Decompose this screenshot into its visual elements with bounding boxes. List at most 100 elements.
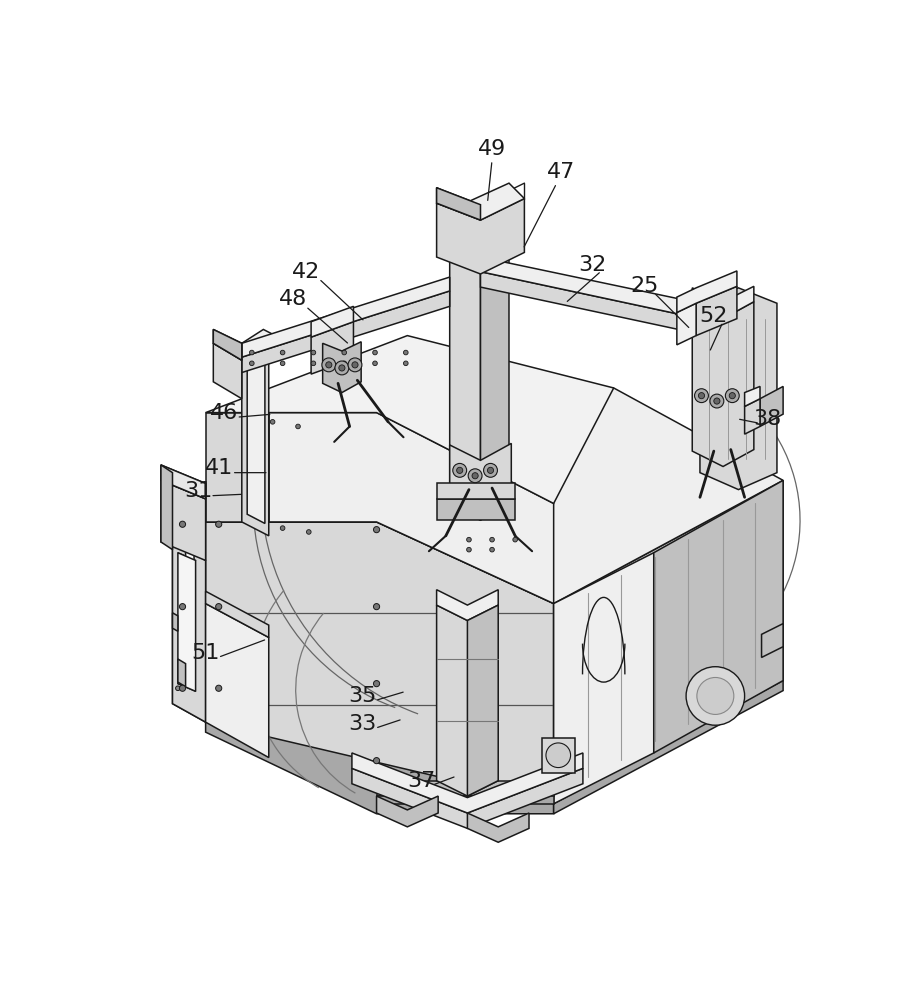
Polygon shape <box>677 271 737 312</box>
Text: 25: 25 <box>630 276 659 296</box>
Text: 49: 49 <box>478 139 506 159</box>
Polygon shape <box>213 329 242 360</box>
Polygon shape <box>481 257 700 319</box>
Polygon shape <box>653 480 783 753</box>
Polygon shape <box>213 329 242 360</box>
Polygon shape <box>242 329 291 357</box>
Circle shape <box>311 350 316 355</box>
Circle shape <box>280 361 285 366</box>
Text: 48: 48 <box>279 289 308 309</box>
Polygon shape <box>183 514 195 699</box>
Polygon shape <box>242 277 450 357</box>
Polygon shape <box>161 465 205 499</box>
Polygon shape <box>205 604 269 758</box>
Polygon shape <box>205 503 376 522</box>
Polygon shape <box>173 613 178 631</box>
Polygon shape <box>352 753 583 813</box>
Polygon shape <box>760 386 783 426</box>
Text: 41: 41 <box>205 458 234 478</box>
Circle shape <box>490 537 494 542</box>
Circle shape <box>466 537 472 542</box>
Polygon shape <box>761 624 783 657</box>
Polygon shape <box>744 386 760 406</box>
Circle shape <box>725 389 739 403</box>
Circle shape <box>472 473 478 479</box>
Polygon shape <box>376 796 438 827</box>
Circle shape <box>468 469 482 483</box>
Polygon shape <box>205 591 269 637</box>
Circle shape <box>710 394 724 408</box>
Polygon shape <box>205 336 614 503</box>
Polygon shape <box>744 399 760 434</box>
Polygon shape <box>161 480 205 560</box>
Polygon shape <box>242 291 450 373</box>
Polygon shape <box>161 465 205 499</box>
Polygon shape <box>554 480 783 804</box>
Polygon shape <box>450 255 481 520</box>
Text: 47: 47 <box>547 162 575 182</box>
Circle shape <box>374 758 380 764</box>
Circle shape <box>483 463 498 477</box>
Text: 51: 51 <box>192 643 220 663</box>
Circle shape <box>249 361 254 366</box>
Circle shape <box>176 686 180 691</box>
Polygon shape <box>436 188 481 220</box>
Circle shape <box>403 361 408 366</box>
Polygon shape <box>248 349 265 523</box>
Circle shape <box>296 424 301 429</box>
Circle shape <box>373 361 377 366</box>
Polygon shape <box>322 342 361 393</box>
Polygon shape <box>450 443 511 505</box>
Circle shape <box>179 521 185 527</box>
Polygon shape <box>242 343 269 536</box>
Circle shape <box>176 518 180 523</box>
Polygon shape <box>436 483 515 499</box>
Polygon shape <box>481 257 509 520</box>
Text: 31: 31 <box>184 481 212 501</box>
Circle shape <box>488 467 493 473</box>
Polygon shape <box>205 388 783 604</box>
Circle shape <box>695 389 708 403</box>
Circle shape <box>352 362 358 368</box>
Circle shape <box>513 537 518 542</box>
Text: 38: 38 <box>753 409 782 429</box>
Polygon shape <box>185 528 194 685</box>
Text: 35: 35 <box>348 686 377 706</box>
Circle shape <box>698 393 705 399</box>
Circle shape <box>466 547 472 552</box>
Polygon shape <box>692 302 754 466</box>
Circle shape <box>179 604 185 610</box>
Polygon shape <box>161 465 173 550</box>
Circle shape <box>546 743 571 768</box>
Polygon shape <box>205 522 554 804</box>
Circle shape <box>307 530 311 534</box>
Polygon shape <box>376 781 554 796</box>
Text: 52: 52 <box>699 306 728 326</box>
Circle shape <box>216 685 221 691</box>
Circle shape <box>729 393 735 399</box>
Circle shape <box>374 527 380 533</box>
Polygon shape <box>467 605 499 796</box>
Circle shape <box>686 667 744 725</box>
Polygon shape <box>173 542 205 722</box>
Circle shape <box>374 681 380 687</box>
Circle shape <box>342 350 346 355</box>
Circle shape <box>714 398 720 404</box>
Polygon shape <box>178 553 195 691</box>
Text: 42: 42 <box>292 262 320 282</box>
Polygon shape <box>700 288 777 490</box>
Circle shape <box>373 350 377 355</box>
Polygon shape <box>269 413 554 604</box>
Circle shape <box>335 361 349 375</box>
Polygon shape <box>436 590 499 620</box>
Polygon shape <box>554 553 653 804</box>
Polygon shape <box>376 796 554 804</box>
Circle shape <box>280 350 285 355</box>
Polygon shape <box>542 738 575 773</box>
Circle shape <box>179 685 185 691</box>
Polygon shape <box>311 306 354 337</box>
Circle shape <box>490 547 494 552</box>
Polygon shape <box>436 199 525 274</box>
Circle shape <box>348 358 362 372</box>
Circle shape <box>697 677 734 714</box>
